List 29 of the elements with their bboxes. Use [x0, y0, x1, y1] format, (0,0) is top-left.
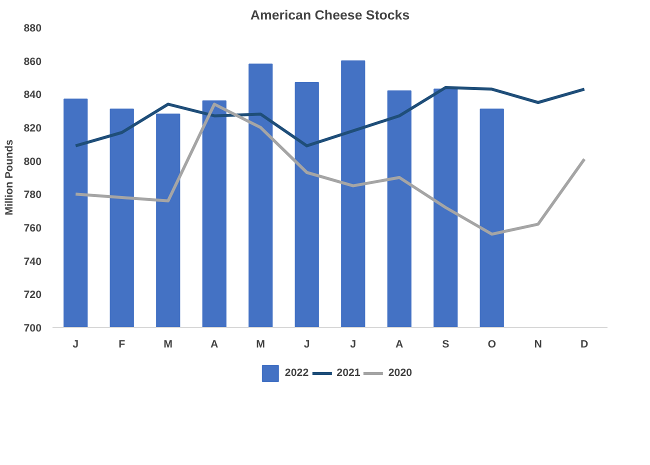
legend-label: 2020: [388, 367, 412, 379]
x-tick-label: J: [350, 338, 356, 350]
x-tick-label: J: [72, 338, 79, 350]
y-tick-label: 800: [24, 156, 42, 168]
y-tick-label: 780: [24, 189, 42, 202]
line-series: [74, 86, 586, 148]
x-tick-label: N: [534, 338, 542, 350]
x-tick-label: M: [164, 338, 173, 350]
y-tick-label: 700: [24, 322, 42, 334]
x-tick-label: S: [442, 338, 450, 350]
y-tick-label: 720: [24, 289, 42, 302]
y-tick-label: 840: [24, 89, 42, 102]
y-axis-title: Million Pounds: [4, 140, 16, 216]
x-tick-label: F: [118, 338, 126, 350]
x-tick-label: D: [580, 338, 589, 350]
y-tick-label: 860: [24, 56, 42, 68]
y-tick-label: 740: [24, 256, 42, 268]
legend-label: 2021: [336, 367, 360, 379]
y-tick-label: 820: [24, 122, 42, 134]
x-tick-label: A: [396, 338, 404, 350]
x-tick-label: J: [304, 338, 310, 350]
line-series: [74, 102, 586, 236]
x-tick-label: O: [488, 338, 496, 350]
y-tick-label: 880: [24, 22, 42, 34]
legend-label: 2022: [284, 367, 309, 379]
chart-title: American Cheese Stocks: [250, 8, 410, 22]
y-tick-label: 760: [24, 222, 42, 234]
x-tick-label: M: [256, 338, 266, 350]
x-tick-label: A: [210, 338, 219, 350]
